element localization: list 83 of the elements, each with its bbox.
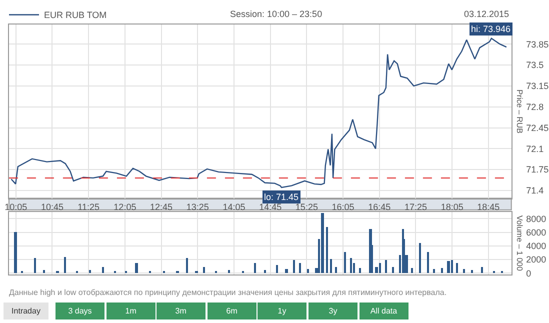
text: Intraday: [12, 306, 40, 316]
bar: [292, 260, 295, 273]
bar: [202, 266, 205, 273]
text: All data: [370, 306, 398, 316]
bar: [264, 270, 266, 273]
x-tick-label: 17:25: [404, 202, 428, 212]
y-tick-label: 71.4: [526, 186, 544, 196]
bar: [298, 262, 301, 273]
bar: [186, 258, 188, 273]
x-tick-label: 12:05: [114, 202, 136, 212]
text: 1m: [125, 306, 137, 316]
bar: [326, 226, 328, 273]
bar: [330, 258, 332, 273]
y-tick-label: 73.5: [526, 60, 544, 70]
bar: [64, 256, 66, 273]
bar: [480, 266, 483, 273]
bar: [378, 262, 381, 273]
bar: [358, 268, 361, 273]
bar: [344, 252, 346, 273]
x-tick-label: 15:25: [295, 202, 318, 212]
x-tick-label: 18:05: [440, 202, 464, 212]
bar: [320, 212, 324, 273]
y-tick-label: 0: [526, 268, 532, 278]
bar: [432, 268, 435, 273]
bar: [306, 268, 309, 273]
bar: [102, 266, 104, 273]
x-tick-label: 13:25: [186, 202, 209, 212]
bar: [228, 270, 230, 273]
x-tick-label: 18:45: [477, 202, 500, 212]
text: 6m: [226, 306, 238, 316]
chart-subtitle: Session: 10:00 – 23:50: [230, 9, 322, 19]
y-tick-label: 6000: [526, 227, 546, 238]
y-tick-label: 8000: [526, 214, 546, 224]
y-tick-label: 73.15: [526, 81, 549, 92]
bar: [88, 270, 91, 273]
bar: [374, 266, 378, 273]
y-tick-label: 2000: [526, 254, 546, 265]
bar: [134, 262, 138, 273]
y-tick-label: 73.85: [526, 39, 549, 50]
bar: [350, 258, 352, 273]
y-tick-label: 72.45: [526, 122, 549, 133]
text: 03.12.2015: [464, 9, 510, 19]
bar: [276, 264, 278, 273]
y-tick-label: 72.8: [526, 102, 544, 112]
bar: [334, 266, 337, 273]
bar: [42, 270, 45, 273]
x-tick-label: 11:25: [78, 202, 100, 212]
x-tick-label: 12:45: [150, 202, 173, 212]
bar: [462, 268, 465, 273]
legend-label: EUR RUB TOM: [44, 10, 107, 20]
y-tick-label: 4000: [526, 241, 546, 252]
annotation: lo: 71.45: [264, 192, 299, 202]
bar: [446, 260, 450, 273]
bar: [34, 258, 36, 273]
bar: [14, 232, 17, 273]
bar: [426, 252, 429, 273]
line-series: [10, 38, 508, 188]
x-tick-label: 10:45: [40, 202, 64, 212]
x-tick-label: 10:05: [4, 202, 28, 212]
y-axis-title: Volume – 1 000: [514, 215, 524, 272]
x-tick-label: 14:45: [259, 202, 282, 212]
bar: [254, 262, 256, 273]
text: 3m: [175, 306, 187, 316]
x-tick-label: 16:45: [368, 202, 391, 212]
x-tick-label: 16:05: [332, 202, 354, 212]
bar: [450, 260, 453, 273]
text: 1y: [278, 306, 286, 316]
text: 3 days: [68, 306, 92, 316]
bar: [410, 268, 413, 273]
bar: [456, 262, 458, 273]
bar: [418, 242, 421, 273]
bar: [384, 260, 387, 273]
text: Данные high и low отображаются по принципу демонстрации значения цены закрытия для пятиминутного интервала.: [9, 288, 447, 297]
text: 3y: [328, 306, 338, 316]
y-axis-title: Price – RUB: [515, 90, 524, 134]
y-tick-label: 72.1: [526, 144, 544, 154]
bar: [440, 268, 443, 273]
bar: [470, 270, 473, 273]
y-tick-label: 71.75: [526, 164, 549, 175]
bar: [284, 268, 288, 273]
annotation: hi: 73.946: [471, 24, 511, 34]
x-tick-label: 14:05: [222, 202, 246, 212]
bar: [392, 266, 394, 273]
